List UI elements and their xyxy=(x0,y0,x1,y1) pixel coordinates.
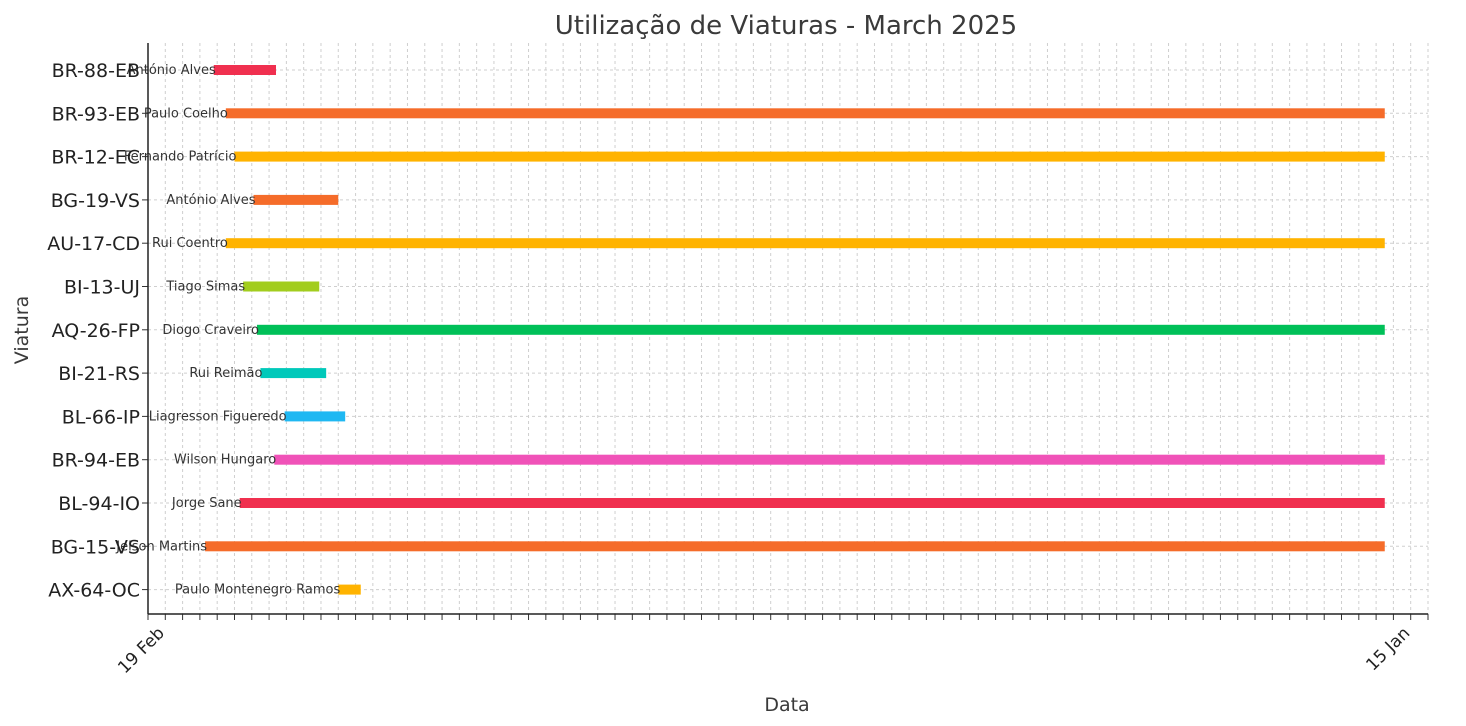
driver-label: António Alves xyxy=(166,193,255,208)
driver-label: Fernando Patrício xyxy=(124,150,237,165)
driver-label: Diogo Craveiro xyxy=(162,323,259,338)
usage-bar xyxy=(284,411,346,422)
driver-label: Rui Reimão xyxy=(189,366,262,381)
usage-bar xyxy=(260,368,327,379)
y-tick-label: AU-17-CD xyxy=(47,233,140,255)
driver-label: Paulo Montenegro Ramos xyxy=(175,583,341,598)
x-tick-label: 15 Jan xyxy=(1362,623,1414,675)
usage-bar xyxy=(234,151,1385,162)
y-tick-label: BG-19-VS xyxy=(51,190,140,212)
y-axis-title: Viatura xyxy=(11,296,33,364)
driver-label: Paulo Coelho xyxy=(144,106,228,121)
x-tick-labels: 19 Feb 15 Jan xyxy=(114,614,1429,678)
bars-group xyxy=(205,65,1385,595)
chart-title: Utilização de Viaturas - March 2025 xyxy=(555,11,1017,41)
driver-label: Tiago Simas xyxy=(165,280,245,295)
y-tick-label: BR-12-EC xyxy=(51,147,140,169)
usage-bar xyxy=(256,324,1385,335)
driver-label: Wilson Hungaro xyxy=(174,453,276,468)
y-tick-label: BL-66-IP xyxy=(62,406,140,428)
grid-lines xyxy=(147,43,1429,614)
y-tick-label: BI-13-UJ xyxy=(64,277,140,299)
x-tick-label: 19 Feb xyxy=(114,623,169,678)
usage-bar xyxy=(225,108,1385,119)
driver-label: Jorge Sane xyxy=(171,496,242,511)
y-tick-label: BL-94-IO xyxy=(58,493,140,515)
usage-bar xyxy=(253,194,339,205)
y-tick-label: BR-88-EB xyxy=(52,60,140,82)
driver-label: António Alves xyxy=(127,63,216,78)
y-tick-label: AQ-26-FP xyxy=(52,320,140,342)
y-tick-label: BR-93-EB xyxy=(52,103,140,125)
y-tick-label: BG-15-VS xyxy=(51,536,140,558)
usage-bar xyxy=(225,238,1385,249)
driver-label: Rui Coentro xyxy=(152,236,228,251)
y-tick-label: BR-94-EB xyxy=(52,450,140,472)
usage-bar xyxy=(338,584,361,595)
y-tick-label: AX-64-OC xyxy=(48,580,140,602)
bar-labels-group: António Alves Paulo Coelho Fernando Patríc… xyxy=(115,63,340,598)
usage-bar xyxy=(243,281,320,292)
usage-bar xyxy=(239,498,1385,508)
x-axis-title: Data xyxy=(764,694,809,716)
driver-label: Jelson Martins xyxy=(115,539,207,554)
usage-bar xyxy=(274,454,1385,465)
driver-label: Liagresson Figueredo xyxy=(149,409,287,424)
usage-bar xyxy=(213,65,276,75)
y-tick-label: BI-21-RS xyxy=(58,363,140,385)
y-tick-labels: BR-88-EB BR-93-EB BR-12-EC BG-19-VS AU-17-CD… xyxy=(47,60,148,602)
usage-bar xyxy=(205,541,1385,552)
